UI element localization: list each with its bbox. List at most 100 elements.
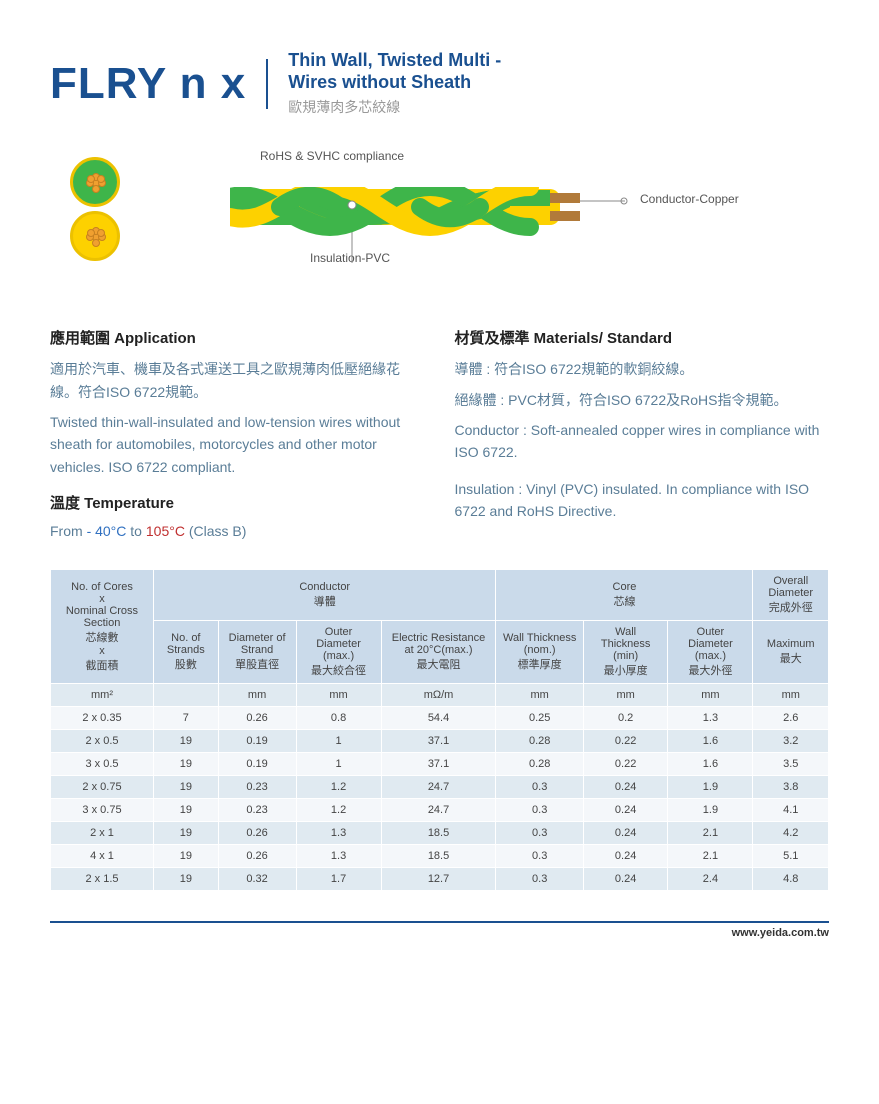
cross-section-icons [70,157,120,261]
materials-en-1: Conductor : Soft-annealed copper wires i… [455,419,830,464]
subtitle-en-line1: Thin Wall, Twisted Multi - [288,50,501,72]
application-en: Twisted thin-wall-insulated and low-tens… [50,411,425,478]
table-cell: 0.26 [218,845,296,868]
table-cell: 0.24 [583,822,668,845]
unit-cell: mm [218,684,296,707]
rohs-label: RoHS & SVHC compliance [260,149,404,163]
temp-high: 105°C [146,523,185,539]
header: FLRY n x Thin Wall, Twisted Multi - Wire… [50,50,829,117]
application-title: 應用範圍 Application [50,327,425,348]
table-cell: 19 [154,799,219,822]
table-cell: 1.3 [296,845,381,868]
table-cell: 0.24 [583,776,668,799]
table-row: 3 x 0.75190.231.224.70.30.241.94.1 [51,799,829,822]
col-max: Maximum 最大 [753,621,829,684]
table-row: 2 x 1.5190.321.712.70.30.242.44.8 [51,868,829,891]
table-cell: 0.3 [496,822,583,845]
green-wire-icon [70,157,120,207]
table-cell: 2.6 [753,707,829,730]
table-cell: 3 x 0.5 [51,753,154,776]
table-cell: 4 x 1 [51,845,154,868]
table-cell: 0.24 [583,799,668,822]
table-cell: 5.1 [753,845,829,868]
application-zh: 適用於汽車、機車及各式運送工具之歐規薄肉低壓絕緣花線。符合ISO 6722規範。 [50,358,425,403]
subtitle-block: Thin Wall, Twisted Multi - Wires without… [288,50,501,117]
materials-zh-1: 導體 : 符合ISO 6722規範的軟銅絞線。 [455,358,830,380]
table-cell: 1 [296,753,381,776]
table-cell: 0.2 [583,707,668,730]
table-cell: 12.7 [381,868,496,891]
table-cell: 0.25 [496,707,583,730]
table-cell: 0.32 [218,868,296,891]
table-cell: 19 [154,753,219,776]
table-cell: 0.26 [218,822,296,845]
table-cell: 0.19 [218,753,296,776]
table-cell: 0.28 [496,753,583,776]
info-columns: 應用範圍 Application 適用於汽車、機車及各式運送工具之歐規薄肉低壓絕… [50,327,829,539]
temperature-range: From - 40°C to 105°C (Class B) [50,523,425,539]
group-core: Core 芯線 [496,570,753,621]
group-conductor: Conductor 導體 [154,570,496,621]
table-cell: 3.8 [753,776,829,799]
col-dia-strand: Diameter of Strand 單股直徑 [218,621,296,684]
unit-cell: mΩ/m [381,684,496,707]
table-cell: 1.3 [668,707,753,730]
table-cell: 18.5 [381,845,496,868]
table-cell: 1.2 [296,799,381,822]
table-cell: 0.22 [583,753,668,776]
col-resistance: Electric Resistance at 20°C(max.) 最大電阻 [381,621,496,684]
twisted-wire-icon [230,187,830,267]
table-cell: 3 x 0.75 [51,799,154,822]
temperature-title: 溫度 Temperature [50,492,425,513]
table-cell: 0.19 [218,730,296,753]
product-title: FLRY n x [50,59,268,109]
table-cell: 0.28 [496,730,583,753]
table-cell: 19 [154,868,219,891]
table-row: 4 x 1190.261.318.50.30.242.15.1 [51,845,829,868]
table-cell: 37.1 [381,730,496,753]
table-cell: 2.1 [668,845,753,868]
unit-row: mm²mmmmmΩ/mmmmmmmmm [51,684,829,707]
table-cell: 2.4 [668,868,753,891]
materials-col: 材質及標準 Materials/ Standard 導體 : 符合ISO 672… [455,327,830,539]
table-cell: 24.7 [381,776,496,799]
table-cell: 2 x 1 [51,822,154,845]
col-core-outer: Outer Diameter (max.) 最大外徑 [668,621,753,684]
table-cell: 19 [154,730,219,753]
materials-title: 材質及標準 Materials/ Standard [455,327,830,348]
table-cell: 7 [154,707,219,730]
unit-cell: mm [668,684,753,707]
table-cell: 0.23 [218,776,296,799]
col-outer-dia: Outer Diameter (max.) 最大絞合徑 [296,621,381,684]
table-cell: 4.1 [753,799,829,822]
unit-cell: mm [496,684,583,707]
table-cell: 0.3 [496,845,583,868]
table-cell: 19 [154,845,219,868]
application-col: 應用範圍 Application 適用於汽車、機車及各式運送工具之歐規薄肉低壓絕… [50,327,425,539]
table-cell: 0.3 [496,776,583,799]
table-cell: 2 x 0.5 [51,730,154,753]
table-row: 3 x 0.5190.19137.10.280.221.63.5 [51,753,829,776]
table-cell: 0.3 [496,868,583,891]
col-cores: No. of Cores x Nominal Cross Section 芯線數… [51,570,154,684]
col-wall-nom: Wall Thickness (nom.) 標準厚度 [496,621,583,684]
unit-cell: mm [296,684,381,707]
unit-cell: mm [583,684,668,707]
table-row: 2 x 0.5190.19137.10.280.221.63.2 [51,730,829,753]
table-cell: 0.8 [296,707,381,730]
table-cell: 2 x 1.5 [51,868,154,891]
unit-cell: mm² [51,684,154,707]
spec-table: No. of Cores x Nominal Cross Section 芯線數… [50,569,829,891]
table-cell: 19 [154,776,219,799]
table-cell: 4.8 [753,868,829,891]
group-overall: Overall Diameter 完成外徑 [753,570,829,621]
table-cell: 4.2 [753,822,829,845]
table-cell: 54.4 [381,707,496,730]
table-cell: 3.2 [753,730,829,753]
table-cell: 0.24 [583,845,668,868]
table-cell: 1.3 [296,822,381,845]
table-cell: 24.7 [381,799,496,822]
table-cell: 2 x 0.75 [51,776,154,799]
col-strands: No. of Strands 股數 [154,621,219,684]
table-cell: 19 [154,822,219,845]
